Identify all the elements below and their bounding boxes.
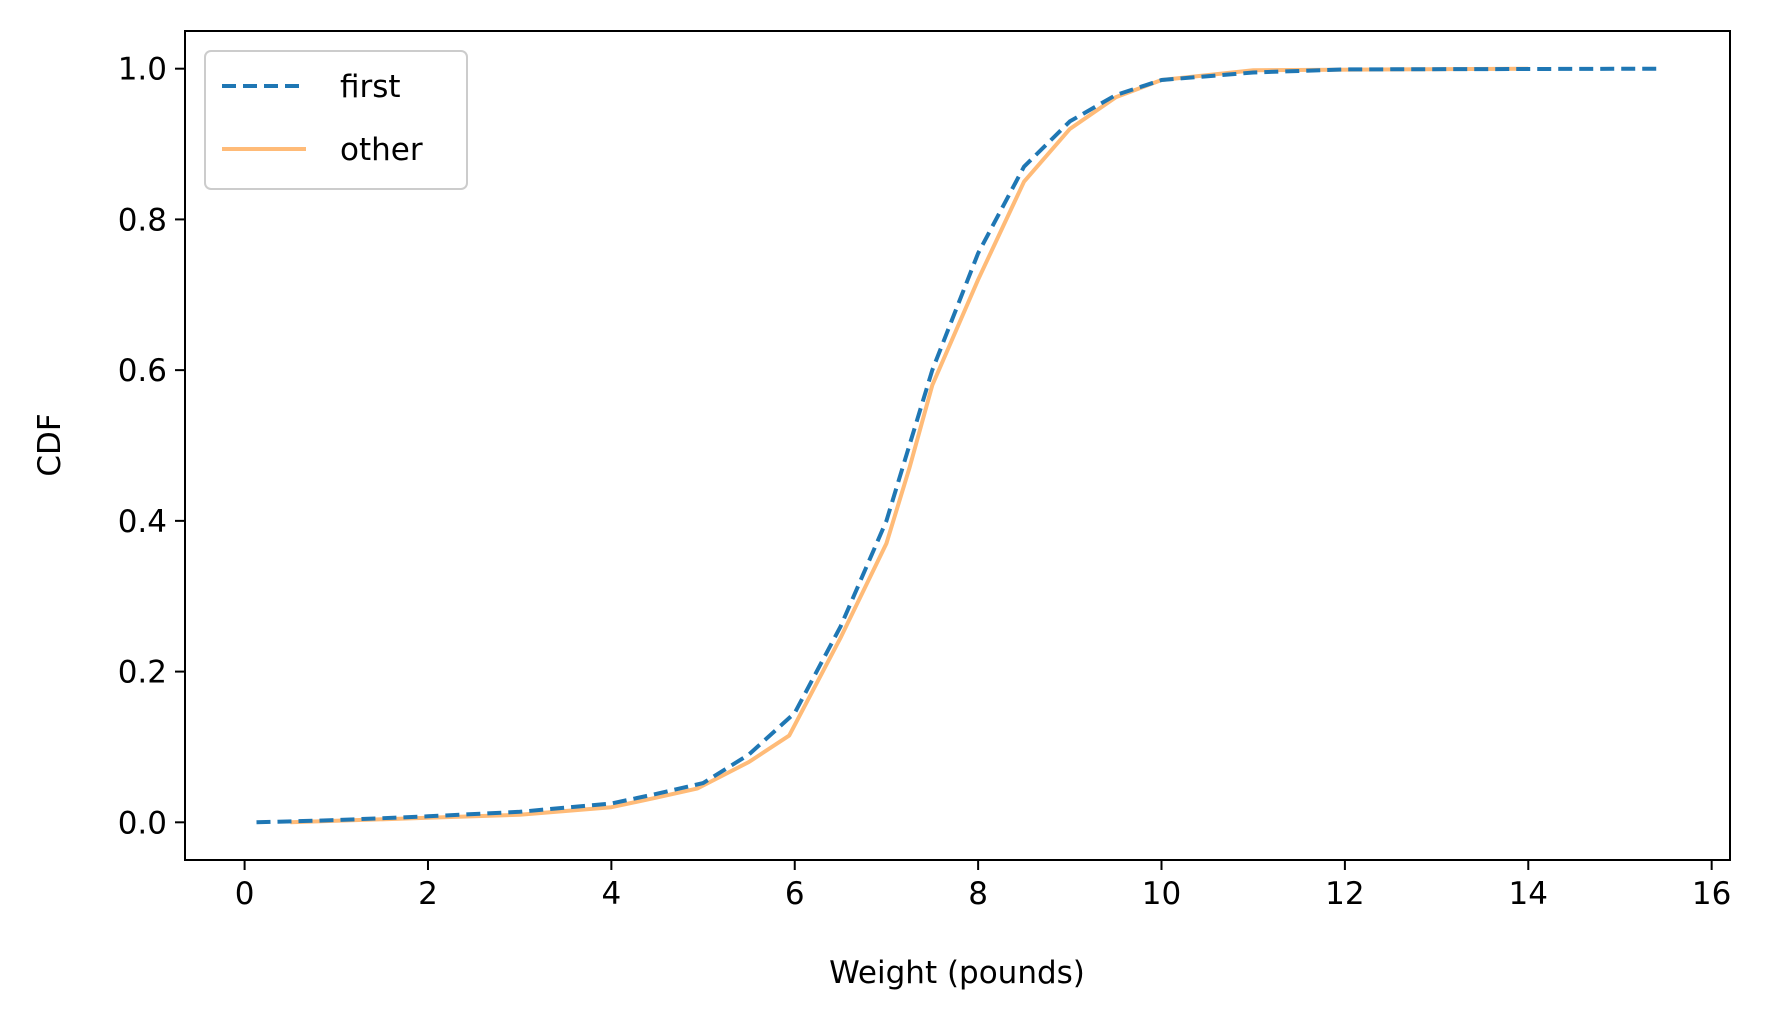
x-tick-label: 2 [418,876,438,912]
x-tick-label: 0 [235,876,255,912]
y-tick-label: 0.2 [118,655,167,691]
x-axis-ticks: 0 2 4 6 8 10 12 14 16 [235,860,1731,912]
x-tick-label: 6 [785,876,805,912]
x-tick-label: 12 [1325,876,1364,912]
legend-label-first: first [340,69,401,105]
series-line-first [256,66,1661,825]
y-axis-ticks: 0.0 0.2 0.4 0.6 0.8 1.0 [118,52,185,841]
legend-label-other: other [340,132,423,168]
legend: first other [204,50,468,190]
y-tick-label: 0.0 [118,805,167,841]
y-tick-label: 0.4 [118,504,167,540]
x-tick-label: 14 [1509,876,1548,912]
x-axis-label: Weight (pounds) [829,955,1085,991]
x-tick-label: 4 [601,876,621,912]
y-tick-label: 1.0 [118,52,167,88]
series-line-other [290,66,1529,825]
y-tick-label: 0.8 [118,202,167,238]
plot-frame [184,30,1731,861]
legend-frame [204,50,468,190]
series-lines [256,66,1661,825]
x-tick-label: 8 [968,876,988,912]
y-axis-label: CDF [32,413,68,476]
x-tick-label: 10 [1142,876,1181,912]
x-tick-label: 16 [1692,876,1731,912]
y-tick-label: 0.6 [118,353,167,389]
